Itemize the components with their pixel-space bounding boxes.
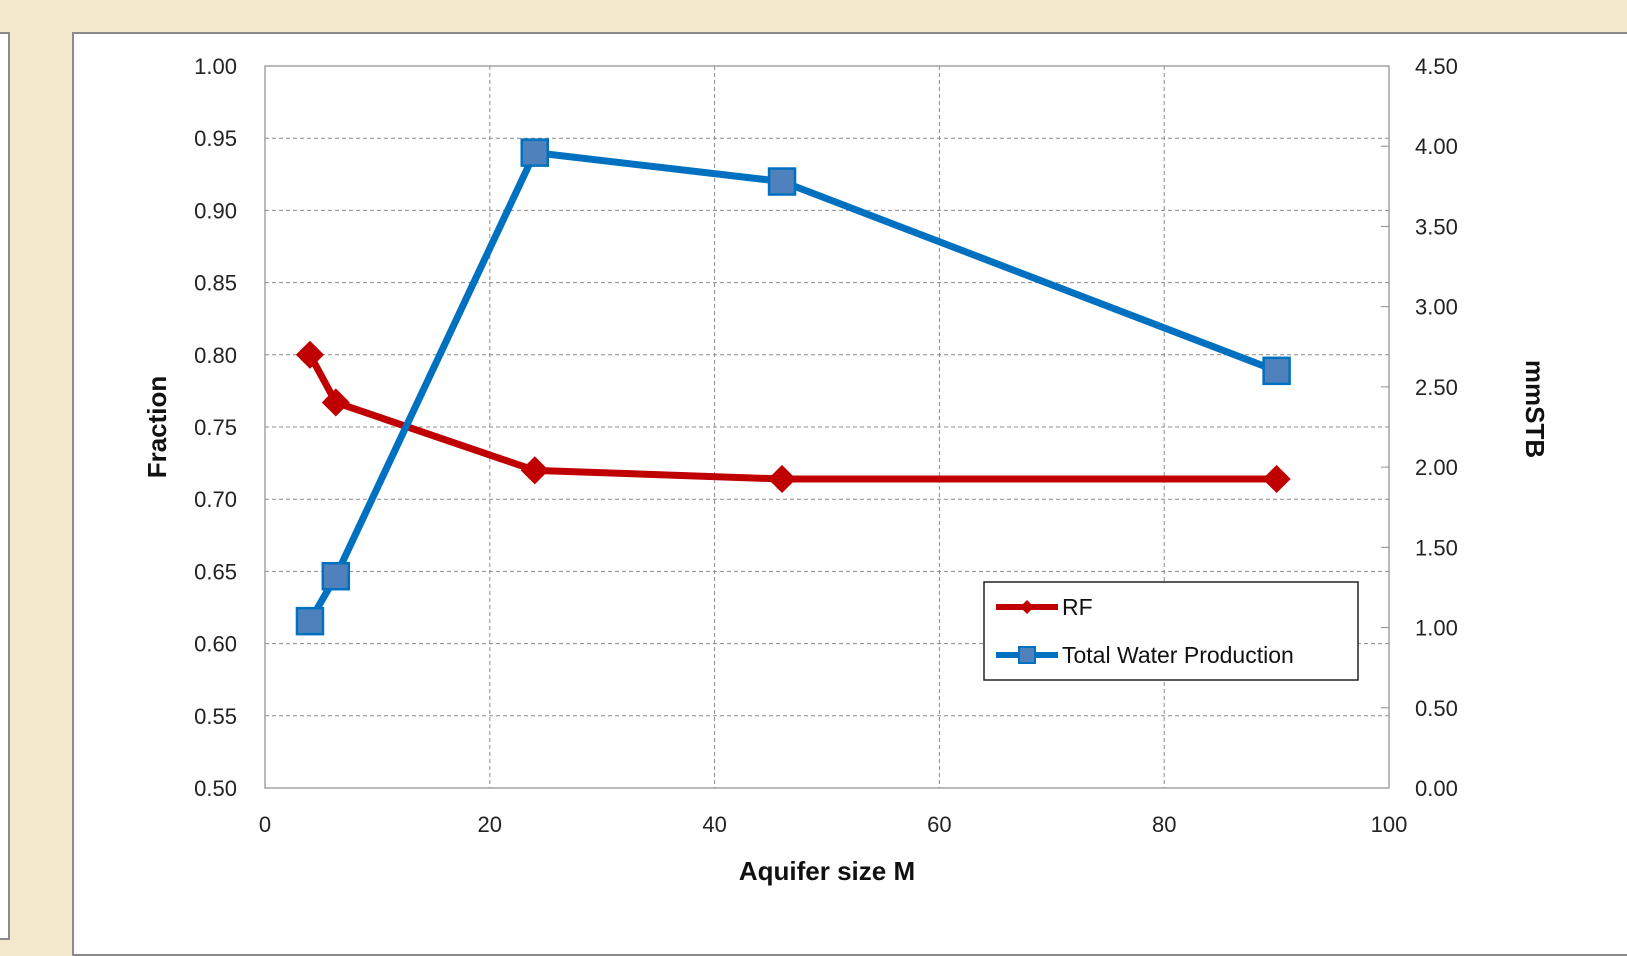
total-water-production-line xyxy=(306,149,1278,623)
y2-tick-label: 2.00 xyxy=(1415,455,1458,480)
y-tick-label: 0.70 xyxy=(194,487,237,512)
y-tick-label: 0.75 xyxy=(194,415,237,440)
rf-point xyxy=(295,340,325,369)
total-water-production-point xyxy=(520,138,550,167)
total-water-production-point xyxy=(295,606,325,636)
y2-tick-label: 4.50 xyxy=(1415,54,1458,79)
plot-area-border xyxy=(264,65,1390,789)
rf-point xyxy=(767,464,797,494)
y-tick-label: 0.55 xyxy=(194,704,237,729)
y-tick-label: 0.85 xyxy=(194,271,237,296)
x-tick-label: 100 xyxy=(1371,812,1408,837)
x-tick-label: 80 xyxy=(1152,812,1176,837)
y2-tick-label: 3.50 xyxy=(1415,214,1458,239)
y-axis-title: Fraction xyxy=(142,376,172,479)
y2-tick-label: 0.50 xyxy=(1415,696,1458,721)
legend-label-rf: RF xyxy=(1062,594,1093,620)
y2-tick-label: 3.00 xyxy=(1415,295,1458,320)
y2-tick-label: 4.00 xyxy=(1415,134,1458,159)
y-tick-label: 0.90 xyxy=(194,198,237,223)
y2-tick-label: 2.50 xyxy=(1415,375,1458,400)
x-tick-label: 40 xyxy=(702,812,726,837)
rf-point xyxy=(1262,464,1291,494)
legend-marker-rf xyxy=(1020,600,1034,614)
rf-point xyxy=(321,388,350,417)
y-tick-label: 1.00 xyxy=(194,54,237,79)
total-water-production-point xyxy=(1262,356,1291,386)
total-water-production-point xyxy=(767,167,797,196)
y-tick-label: 0.50 xyxy=(194,776,237,801)
y2-tick-label: 1.50 xyxy=(1415,535,1458,560)
y2-tick-label: 1.00 xyxy=(1415,616,1458,641)
combo-line-chart: 0.50 0.55 0.60 0.65 0.70 0.75 0.80 0.85 0.90 0.95… xyxy=(142,54,1550,886)
x-tick-label: 20 xyxy=(478,812,502,837)
x-tick-label: 60 xyxy=(927,812,951,837)
y-tick-label: 0.65 xyxy=(194,559,237,584)
rf-point xyxy=(520,456,549,485)
y2-axis-title: mmSTB xyxy=(1520,360,1550,458)
y-tick-label: 0.80 xyxy=(194,343,237,368)
y-tick-label: 0.60 xyxy=(194,632,237,657)
y-tick-label: 0.95 xyxy=(194,126,237,151)
y2-tick-label: 0.00 xyxy=(1415,776,1458,801)
x-tick-label: 0 xyxy=(259,812,271,837)
rf-line xyxy=(306,353,1277,483)
chart-frame: 0.50 0.55 0.60 0.65 0.70 0.75 0.80 0.85 0.90 0.95… xyxy=(72,32,1627,956)
legend-box xyxy=(983,581,1359,681)
legend-label-total-water-production: Total Water Production xyxy=(1062,642,1294,668)
x-axis-title: Aquifer size M xyxy=(739,856,915,886)
total-water-production-point xyxy=(321,561,351,591)
legend-marker-total-water-production xyxy=(1018,646,1036,664)
left-panel-edge xyxy=(0,32,10,940)
